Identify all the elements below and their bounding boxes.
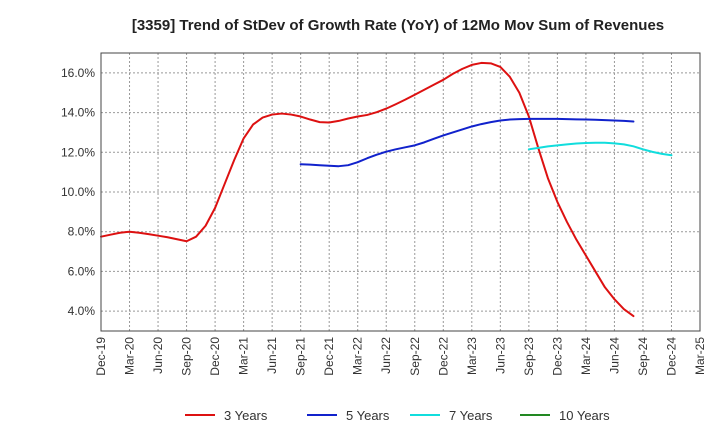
y-axis: 4.0% 6.0% 8.0% 10.0% 12.0% 14.0% 16.0% <box>61 66 95 318</box>
x-tick-label: Jun-21 <box>265 337 279 374</box>
x-tick-label: Sep-23 <box>522 337 536 376</box>
y-tick-label: 14.0% <box>61 106 95 120</box>
y-tick-label: 4.0% <box>68 304 96 318</box>
legend-label: 3 Years <box>224 408 268 423</box>
x-tick-label: Sep-21 <box>294 337 308 376</box>
y-tick-label: 10.0% <box>61 185 95 199</box>
x-tick-label: Mar-21 <box>237 337 251 375</box>
series-line-3-years <box>100 61 635 318</box>
legend-label: 5 Years <box>346 408 390 423</box>
x-tick-label: Dec-19 <box>94 337 108 376</box>
plot-frame <box>100 52 701 332</box>
legend: 3 Years 5 Years 7 Years 10 Years <box>185 408 610 423</box>
x-tick-label: Mar-20 <box>123 337 137 375</box>
x-tick-label: Jun-22 <box>379 337 393 374</box>
x-tick-label: Dec-20 <box>208 337 222 376</box>
series-line-7-years <box>527 141 673 157</box>
x-tick-label: Sep-24 <box>636 337 650 376</box>
chart-title: [3359] Trend of StDev of Growth Rate (Yo… <box>132 17 664 34</box>
x-axis: Dec-19 Mar-20 Jun-20 Sep-20 Dec-20 Mar-21 Jun-… <box>94 337 707 376</box>
y-tick-label: 16.0% <box>61 66 95 80</box>
x-tick-label: Mar-22 <box>351 337 365 375</box>
y-tick-label: 6.0% <box>68 264 96 278</box>
x-tick-label: Mar-24 <box>579 337 593 375</box>
x-tick-label: Sep-20 <box>180 337 194 376</box>
grid <box>100 53 701 331</box>
x-tick-label: Sep-22 <box>408 337 422 376</box>
series-lines <box>100 61 673 318</box>
series-line-5-years <box>299 117 635 168</box>
x-tick-label: Dec-23 <box>550 337 564 376</box>
x-tick-label: Jun-24 <box>607 337 621 374</box>
x-tick-label: Dec-21 <box>322 337 336 376</box>
y-tick-label: 12.0% <box>61 145 95 159</box>
x-tick-label: Jun-23 <box>493 337 507 374</box>
x-tick-label: Mar-25 <box>693 337 707 375</box>
x-tick-label: Mar-23 <box>465 337 479 375</box>
y-tick-label: 8.0% <box>68 225 96 239</box>
x-tick-label: Dec-22 <box>436 337 450 376</box>
legend-label: 10 Years <box>559 408 610 423</box>
x-tick-label: Jun-20 <box>151 337 165 374</box>
legend-label: 7 Years <box>449 408 493 423</box>
x-tick-label: Dec-24 <box>664 337 678 376</box>
